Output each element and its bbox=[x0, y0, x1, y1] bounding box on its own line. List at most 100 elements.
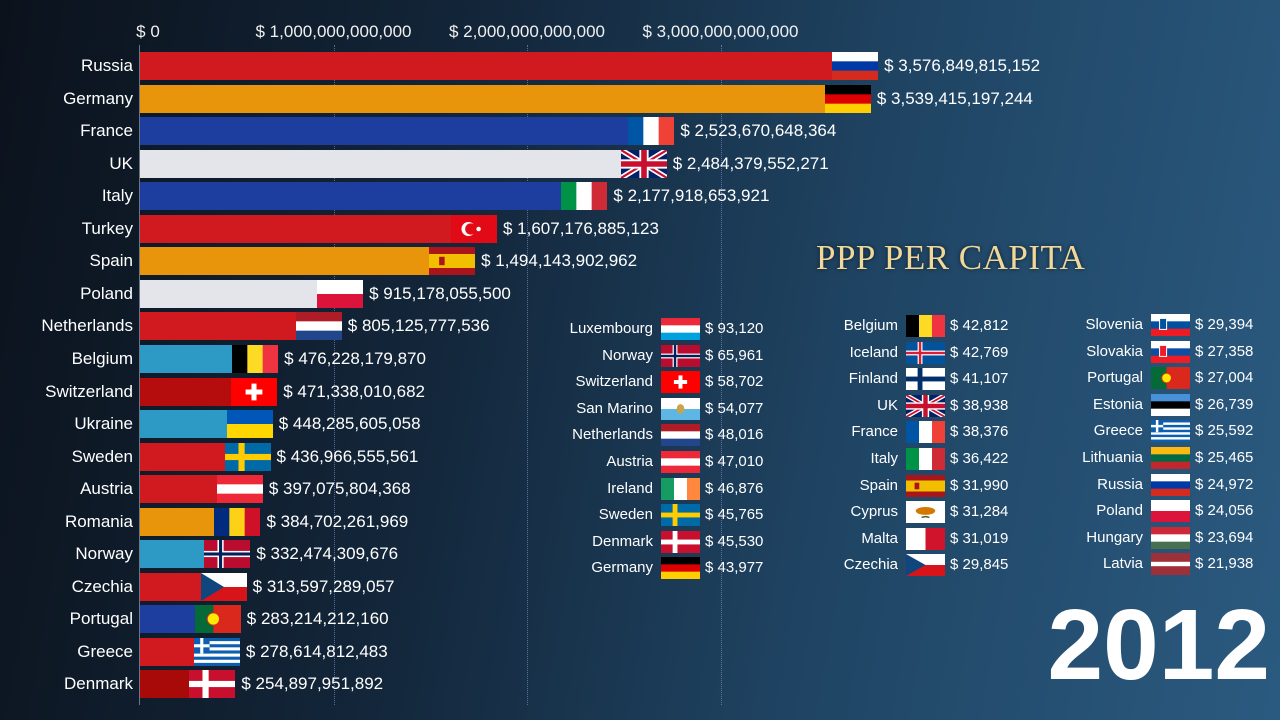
flag-france-icon bbox=[628, 117, 675, 146]
table-value: $ 29,394 bbox=[1195, 316, 1254, 333]
bar-austria bbox=[140, 475, 217, 504]
flag-switzerland-icon bbox=[231, 377, 278, 406]
bar-czechia bbox=[140, 572, 201, 601]
table-value: $ 24,972 bbox=[1195, 475, 1254, 493]
bar-norway bbox=[140, 540, 205, 569]
flag-sweden-icon bbox=[224, 442, 271, 471]
category-label: UK bbox=[109, 153, 133, 173]
table-value: $ 58,702 bbox=[705, 373, 764, 391]
flag-finland-icon bbox=[906, 368, 945, 391]
table-value: $ 27,004 bbox=[1195, 369, 1254, 387]
category-label: Czechia bbox=[71, 576, 133, 596]
category-label: Turkey bbox=[81, 218, 133, 238]
table-value: $ 42,769 bbox=[950, 343, 1009, 361]
bar-netherlands bbox=[140, 312, 296, 341]
flag-russia-icon bbox=[1151, 473, 1190, 496]
table-country: Sweden bbox=[598, 506, 653, 524]
value-label: $ 313,597,289,057 bbox=[252, 576, 395, 596]
flag-latvia-icon bbox=[1151, 553, 1190, 576]
bar-italy bbox=[140, 182, 562, 211]
table-country: Norway bbox=[602, 346, 653, 364]
category-label: Spain bbox=[89, 251, 133, 271]
value-label: $ 283,214,212,160 bbox=[246, 609, 389, 629]
value-label: $ 384,702,261,969 bbox=[266, 511, 409, 531]
table-value: $ 29,845 bbox=[950, 556, 1009, 574]
value-label: $ 254,897,951,892 bbox=[241, 674, 384, 694]
value-label: $ 2,484,379,552,271 bbox=[672, 153, 829, 173]
table-country: Lithuania bbox=[1082, 449, 1143, 466]
table-value: $ 45,530 bbox=[705, 532, 764, 550]
table-country: UK bbox=[877, 396, 898, 414]
table-value: $ 31,284 bbox=[950, 503, 1009, 521]
table-country: Ireland bbox=[607, 479, 653, 497]
x-tick-label: $ 0 bbox=[136, 22, 160, 41]
category-label: France bbox=[80, 121, 133, 141]
table-value: $ 21,938 bbox=[1195, 555, 1254, 573]
gridline bbox=[720, 45, 722, 705]
flag-spain-icon bbox=[429, 247, 476, 276]
flag-poland-icon bbox=[317, 279, 364, 308]
category-label: Russia bbox=[81, 56, 133, 75]
category-label: Switzerland bbox=[45, 381, 133, 401]
gridline bbox=[333, 45, 335, 705]
table-country: Czechia bbox=[843, 556, 898, 574]
table-value: $ 31,019 bbox=[950, 529, 1009, 547]
table-value: $ 26,739 bbox=[1195, 395, 1254, 413]
flag-czechia-icon bbox=[906, 554, 945, 577]
table-value: $ 25,465 bbox=[1195, 449, 1254, 466]
flag-ireland-icon bbox=[661, 477, 700, 500]
bar-portugal bbox=[140, 605, 195, 634]
panel-title: PPP PER CAPITA bbox=[816, 238, 1086, 277]
category-label: Germany bbox=[63, 88, 133, 108]
bar-ukraine bbox=[140, 410, 227, 439]
flag-portugal-icon bbox=[1151, 367, 1190, 390]
flag-uk-icon bbox=[906, 394, 945, 417]
value-label: $ 2,523,670,648,364 bbox=[680, 121, 837, 141]
table-country: Switzerland bbox=[575, 373, 653, 391]
flag-lithuania-icon bbox=[1151, 447, 1190, 469]
table-country: Belgium bbox=[843, 317, 898, 334]
category-label: Ukraine bbox=[74, 414, 133, 434]
flag-portugal-icon bbox=[194, 605, 241, 634]
table-value: $ 47,010 bbox=[705, 453, 764, 470]
bar-sweden bbox=[140, 442, 225, 471]
flag-italy-icon bbox=[906, 448, 945, 470]
x-tick-label: $ 1,000,000,000,000 bbox=[255, 22, 412, 41]
bar-germany bbox=[140, 84, 825, 113]
bar-romania bbox=[140, 507, 215, 536]
flag-slovakia-icon bbox=[1151, 340, 1190, 363]
category-label: Belgium bbox=[71, 348, 133, 368]
table-country: Poland bbox=[1096, 502, 1143, 520]
table-country: San Marino bbox=[576, 399, 653, 417]
flag-greece-icon bbox=[193, 637, 240, 666]
flag-sweden-icon bbox=[661, 504, 700, 527]
value-label: $ 471,338,010,682 bbox=[283, 381, 426, 401]
category-label: Portugal bbox=[69, 609, 133, 629]
x-tick-label: $ 2,000,000,000,000 bbox=[449, 22, 605, 41]
table-value: $ 23,694 bbox=[1195, 528, 1254, 546]
flag-greece-icon bbox=[1151, 420, 1190, 443]
table-value: $ 48,016 bbox=[705, 426, 764, 444]
category-label: Austria bbox=[80, 479, 133, 499]
flag-netherlands-icon bbox=[661, 424, 700, 447]
table-country: Greece bbox=[1093, 422, 1143, 440]
table-country: Finland bbox=[848, 370, 898, 388]
flag-norway-icon bbox=[661, 344, 700, 367]
flag-spain-icon bbox=[906, 474, 945, 497]
bar-turkey bbox=[140, 214, 451, 243]
table-country: Austria bbox=[606, 453, 653, 470]
flag-france-icon bbox=[906, 421, 945, 444]
table-country: Hungary bbox=[1086, 528, 1143, 546]
category-label: Greece bbox=[77, 641, 133, 661]
flag-estonia-icon bbox=[1151, 393, 1190, 416]
flag-poland-icon bbox=[1151, 500, 1190, 523]
table-country: Portugal bbox=[1087, 369, 1143, 387]
table-value: $ 27,358 bbox=[1195, 342, 1254, 360]
value-label: $ 448,285,605,058 bbox=[278, 414, 421, 434]
bar-denmark bbox=[140, 670, 190, 699]
flag-belgium-icon bbox=[232, 344, 279, 373]
table-country: Cyprus bbox=[850, 503, 898, 521]
value-label: $ 436,966,555,561 bbox=[276, 446, 419, 466]
value-label: $ 397,075,804,368 bbox=[268, 479, 411, 499]
table-value: $ 31,990 bbox=[950, 476, 1009, 494]
